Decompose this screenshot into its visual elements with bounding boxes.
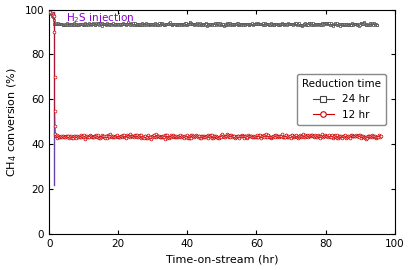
12 hr <box>208 133 213 137</box>
12 hr <box>198 134 203 137</box>
24 hr <box>142 23 146 27</box>
12 hr <box>94 135 99 138</box>
12 hr <box>378 134 382 137</box>
12 hr <box>148 137 153 140</box>
24 hr <box>98 23 103 26</box>
Legend: 24 hr, 12 hr: 24 hr, 12 hr <box>296 74 385 125</box>
Text: H$_2$S injection: H$_2$S injection <box>66 11 134 25</box>
24 hr <box>374 23 379 27</box>
Line: 12 hr: 12 hr <box>49 11 381 140</box>
12 hr <box>128 133 133 136</box>
X-axis label: Time-on-stream (hr): Time-on-stream (hr) <box>165 254 277 264</box>
24 hr <box>134 23 139 26</box>
24 hr <box>329 24 334 27</box>
Y-axis label: CH$_4$ conversion (%): CH$_4$ conversion (%) <box>6 67 19 177</box>
12 hr <box>87 134 92 137</box>
24 hr <box>148 22 153 26</box>
12 hr <box>48 10 53 14</box>
24 hr <box>48 11 53 15</box>
12 hr <box>83 136 88 139</box>
24 hr <box>221 25 226 28</box>
Line: 24 hr: 24 hr <box>49 12 378 28</box>
24 hr <box>161 23 166 26</box>
